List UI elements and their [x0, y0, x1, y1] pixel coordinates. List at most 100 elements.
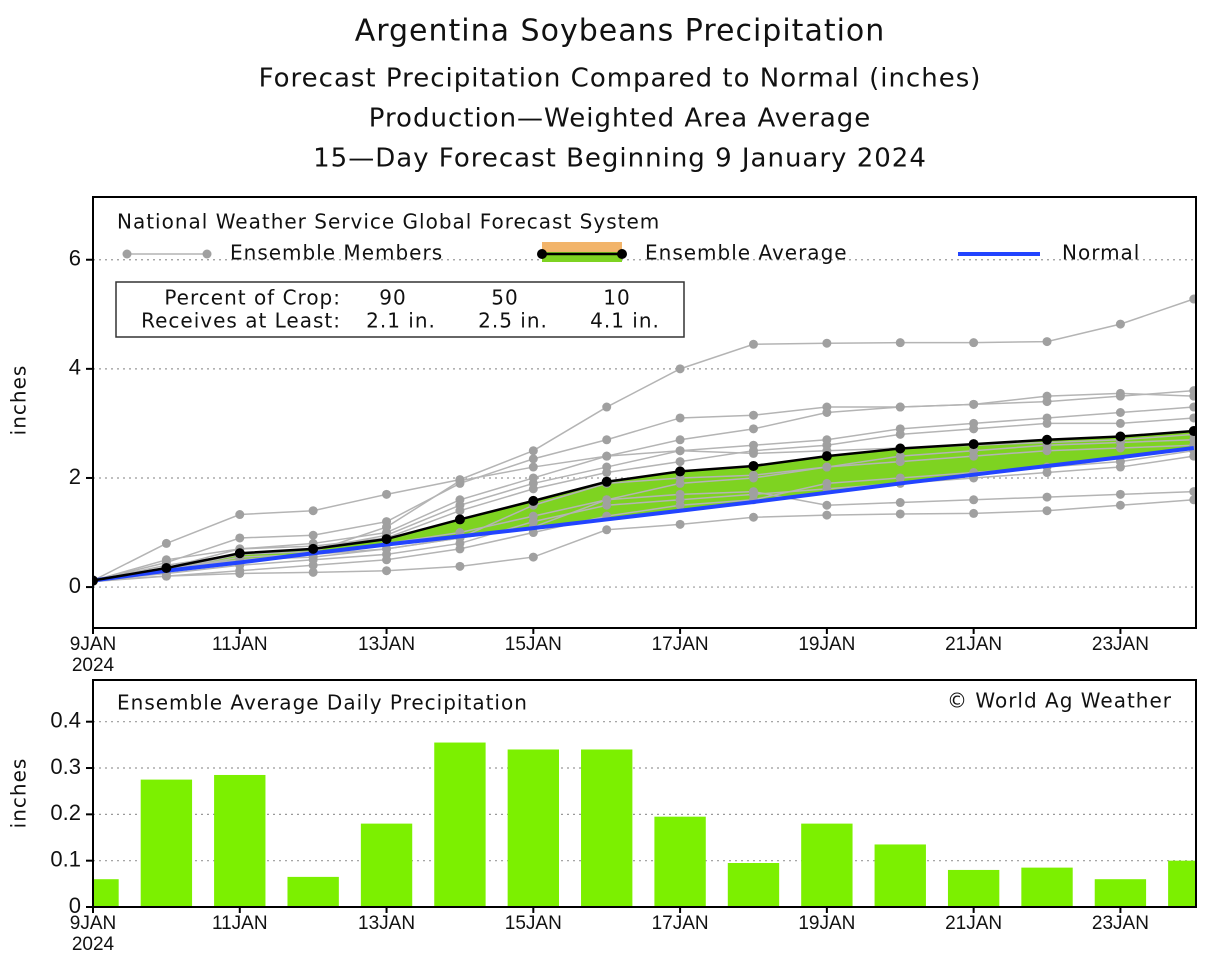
- member-point: [455, 476, 465, 486]
- subtitle: 15—Day Forecast Beginning 9 January 2024: [313, 144, 927, 174]
- y-tick-label: 0.3: [50, 754, 81, 779]
- title: Argentina Soybeans Precipitation: [355, 14, 886, 49]
- average-line: [93, 429, 1194, 582]
- member-line: [93, 389, 1194, 582]
- bar: [360, 823, 413, 907]
- x-tick-label: 19JAN: [798, 913, 855, 934]
- x-tick-label: 15JAN: [505, 634, 562, 655]
- member-point: [235, 533, 245, 543]
- member-point: [748, 339, 758, 349]
- member-point: [602, 402, 612, 412]
- x-tick-label: 13JAN: [358, 913, 415, 934]
- y-tick-label: 0.1: [50, 846, 81, 871]
- member-point: [675, 364, 685, 374]
- bar: [93, 879, 119, 907]
- member-point: [895, 509, 905, 519]
- member-point: [969, 418, 979, 428]
- member-point: [1189, 402, 1196, 412]
- member-point: [528, 552, 538, 562]
- x-tick-label: 9JAN: [70, 634, 116, 655]
- member-point: [1115, 418, 1125, 428]
- y-tick-label: 0: [69, 573, 81, 598]
- member-line: [93, 392, 1194, 582]
- member-point: [602, 462, 612, 472]
- x-tick-label: 21JAN: [945, 634, 1002, 655]
- member-point: [1189, 294, 1196, 304]
- member-point: [382, 555, 392, 565]
- member-point: [748, 448, 758, 458]
- member-point: [1115, 388, 1125, 398]
- member-point: [969, 338, 979, 348]
- average-point: [675, 466, 686, 477]
- crop-cell: 2.1 in.: [366, 309, 436, 333]
- average-point: [748, 460, 759, 471]
- member-point: [822, 338, 832, 348]
- y-tick-label: 0: [69, 893, 81, 918]
- member-point: [455, 500, 465, 510]
- average-point: [454, 514, 465, 525]
- plot-frame: [92, 679, 1197, 908]
- x-year: 2024: [72, 655, 115, 676]
- x-tick-label: 11JAN: [212, 634, 268, 655]
- y-tick-label: 0.2: [50, 800, 81, 825]
- crop-cell: 2.5 in.: [478, 309, 548, 333]
- member-point: [161, 538, 171, 548]
- member-point: [602, 495, 612, 505]
- x-tick-label: 17JAN: [652, 913, 709, 934]
- member-point: [675, 500, 685, 510]
- y-tick-label: 2: [69, 464, 81, 489]
- annotation: © World Ag Weather: [947, 689, 1172, 713]
- member-point: [308, 560, 318, 570]
- member-point: [969, 495, 979, 505]
- legend-label: Ensemble Members: [230, 241, 443, 265]
- bar: [874, 844, 926, 907]
- member-point: [308, 506, 318, 516]
- average-point: [234, 548, 245, 559]
- y-tick-label: 6: [69, 246, 81, 271]
- member-point: [822, 408, 832, 417]
- member-point: [528, 462, 538, 472]
- x-tick-label: 13JAN: [358, 634, 415, 655]
- bar: [581, 749, 633, 907]
- x-tick-label: 23JAN: [1092, 913, 1149, 934]
- member-point: [969, 399, 979, 409]
- average-point: [821, 451, 832, 462]
- crop-row-label: Receives at Least:: [141, 309, 341, 333]
- member-point: [1042, 391, 1052, 401]
- bar: [507, 749, 560, 907]
- subtitle: Forecast Precipitation Compared to Norma…: [259, 64, 982, 94]
- member-point: [1115, 500, 1125, 510]
- legend-swatch: [542, 252, 622, 262]
- member-point: [748, 487, 758, 497]
- member-point: [675, 446, 685, 456]
- y-tick-label: 0.4: [50, 708, 81, 733]
- member-point: [308, 567, 318, 577]
- member-point: [1042, 506, 1052, 516]
- bar: [287, 876, 339, 907]
- crop-cell: 10: [603, 286, 630, 310]
- x-tick-label: 15JAN: [505, 913, 562, 934]
- crop-cell: 4.1 in.: [590, 309, 660, 333]
- member-point: [1189, 495, 1196, 505]
- member-point: [1042, 446, 1052, 456]
- average-point: [93, 575, 98, 586]
- x-tick-label: 17JAN: [652, 634, 709, 655]
- member-line: [93, 490, 1194, 582]
- bar: [140, 779, 193, 907]
- member-line: [93, 433, 1194, 582]
- subtitle: Production—Weighted Area Average: [369, 104, 872, 134]
- bar: [654, 816, 706, 907]
- member-point: [1115, 489, 1125, 499]
- x-tick-label: 9JAN: [70, 913, 116, 934]
- legend-swatch: [202, 249, 212, 259]
- member-point: [1115, 443, 1125, 453]
- average-point: [601, 476, 612, 487]
- average-point: [381, 534, 392, 545]
- member-point: [528, 511, 538, 521]
- bar: [1094, 879, 1147, 907]
- crop-table-box: [115, 281, 685, 338]
- member-point: [382, 489, 392, 499]
- legend-swatch: [537, 249, 547, 259]
- member-point: [748, 440, 758, 450]
